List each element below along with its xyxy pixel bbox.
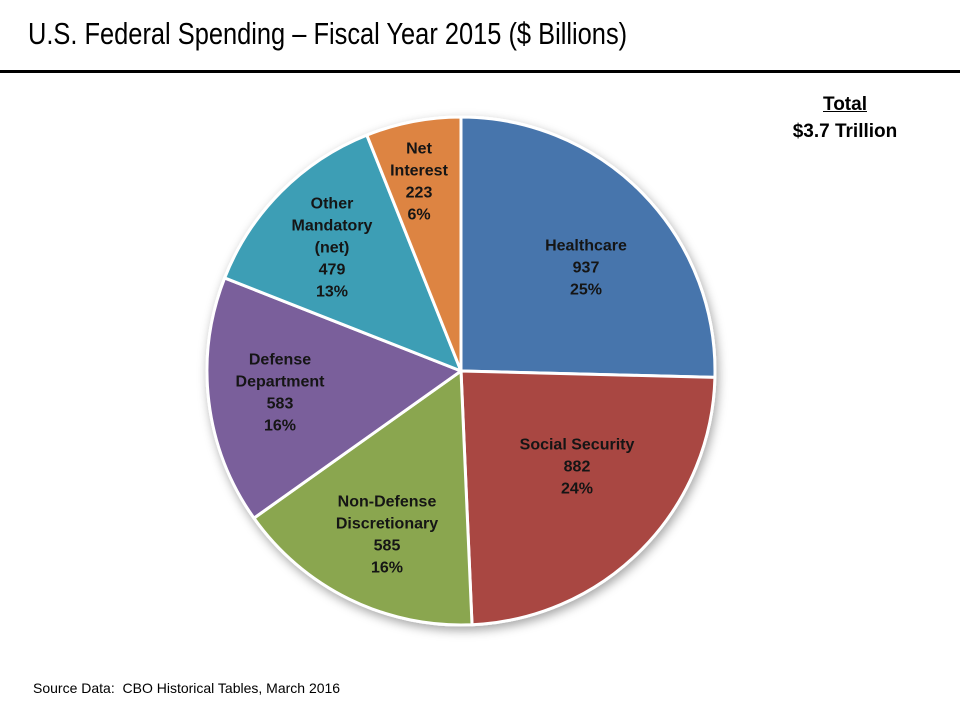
pie-label-defense-department: Defense Department 583 16%	[236, 352, 326, 435]
page-title: U.S. Federal Spending – Fiscal Year 2015…	[28, 16, 628, 51]
pie-label-non-defense-discretionary: Non-Defense Discretionary 585 16%	[336, 494, 438, 577]
pie-slice-net-interest	[365, 115, 463, 373]
pie-slice-non-defense-discretionary	[252, 369, 474, 627]
pie-label-healthcare: Healthcare 937 25%	[545, 238, 627, 299]
pie-slice-defense-department	[205, 276, 463, 520]
pie-label-other-mandatory-net: Other Mandatory (net) 479 13%	[292, 196, 373, 301]
pie-label-net-interest: Net Interest 223 6%	[390, 141, 448, 224]
pie-slice-other-mandatory-net	[223, 133, 463, 373]
pie-slice-social-security	[459, 369, 717, 627]
pie-slices-group	[205, 115, 717, 627]
pie-slice-healthcare	[459, 115, 717, 379]
source-note: Source Data: CBO Historical Tables, Marc…	[33, 680, 341, 696]
total-box: Total $3.7 Trillion	[765, 94, 925, 143]
total-value: $3.7 Trillion	[792, 121, 898, 142]
pie-label-social-security: Social Security 882 24%	[520, 437, 635, 498]
total-label: Total	[823, 94, 867, 115]
title-divider	[0, 70, 960, 73]
